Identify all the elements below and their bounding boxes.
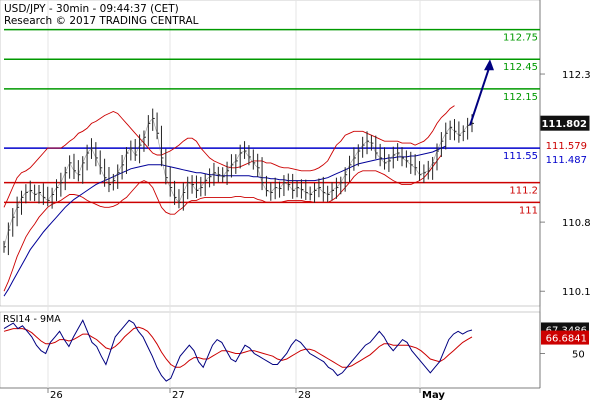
x-tick-label-0: 26 xyxy=(50,390,63,400)
rsi-panel xyxy=(0,311,541,389)
y-tick-label-0: 110.1 xyxy=(562,287,590,298)
price-panel xyxy=(0,0,541,307)
level-label-3: 111.55 xyxy=(503,151,538,162)
rsi-tick-label-0: 50 xyxy=(572,349,585,360)
price-badge-0 xyxy=(540,115,590,131)
rsi-badge-1 xyxy=(541,330,589,345)
level-label-1: 112.45 xyxy=(503,62,538,73)
x-tick-label-3: May xyxy=(422,390,445,400)
moving-average-line xyxy=(3,145,447,297)
price-badge-label-0: 111.802 xyxy=(541,119,587,130)
symbol-title: USD/JPY - 30min - 09:44:37 (CET) xyxy=(4,3,179,15)
price-close-line xyxy=(3,117,473,247)
price-badge-label-2: 111.487 xyxy=(546,155,587,166)
rsi-title: RSI14 - 9MA xyxy=(3,314,61,325)
rsi-line xyxy=(3,319,473,382)
level-label-5: 111 xyxy=(519,205,538,216)
price-badge-label-1: 111.579 xyxy=(546,141,587,152)
research-credit: Research © 2017 TRADING CENTRAL xyxy=(4,15,199,27)
x-tick-label-1: 27 xyxy=(172,390,185,400)
y-tick-label-1: 110.8 xyxy=(562,218,590,229)
projection-arrow-line xyxy=(469,64,491,126)
level-label-2: 112.15 xyxy=(503,92,538,103)
level-label-0: 112.75 xyxy=(503,33,538,44)
rsi-badge-label-1: 66.6841 xyxy=(546,334,587,345)
y-tick-label-2: 112.3 xyxy=(562,70,590,81)
x-tick-label-2: 28 xyxy=(298,390,311,400)
level-label-4: 111.2 xyxy=(509,186,538,197)
price-badge-2 xyxy=(540,151,590,167)
projection-arrowhead xyxy=(484,59,494,71)
rsi-ma-line xyxy=(3,326,473,368)
lower-band-line xyxy=(3,154,442,292)
